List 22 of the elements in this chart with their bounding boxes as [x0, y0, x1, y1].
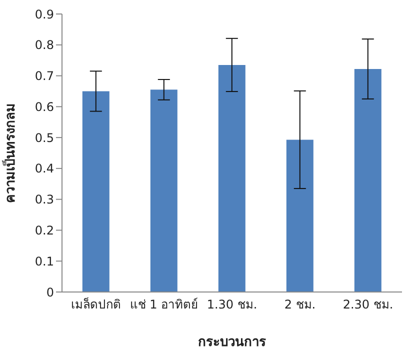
y-tick-label: 0.5 — [34, 130, 54, 145]
bar — [354, 68, 382, 292]
y-tick-label: 0.1 — [34, 254, 54, 268]
y-tick-label: 0 — [46, 285, 54, 300]
y-axis-title: ความเป็นทรงกลม — [0, 103, 19, 203]
y-tick-label: 0.8 — [34, 38, 54, 52]
x-tick-label: แช่ 1 อาทิตย์ — [130, 298, 198, 312]
x-tick-label: เมล็ดปกติ — [71, 296, 121, 312]
x-tick-label: 2.30 ชม. — [342, 298, 394, 312]
x-tick-label: 1.30 ชม. — [206, 298, 258, 312]
y-tick-label: 0.4 — [34, 162, 54, 176]
x-axis-title: กระบวนการ — [198, 335, 266, 350]
bar — [218, 64, 246, 292]
y-tick-label: 0.2 — [34, 223, 54, 238]
y-tick-label: 0.6 — [34, 100, 54, 114]
bar — [82, 91, 110, 292]
y-tick-label: 0.3 — [34, 192, 54, 207]
bar — [150, 90, 178, 292]
bar — [286, 140, 314, 292]
x-tick-label: 2 ชม. — [284, 298, 316, 312]
y-tick-label: 0.7 — [34, 69, 54, 84]
y-tick-label: 0.9 — [34, 7, 54, 22]
